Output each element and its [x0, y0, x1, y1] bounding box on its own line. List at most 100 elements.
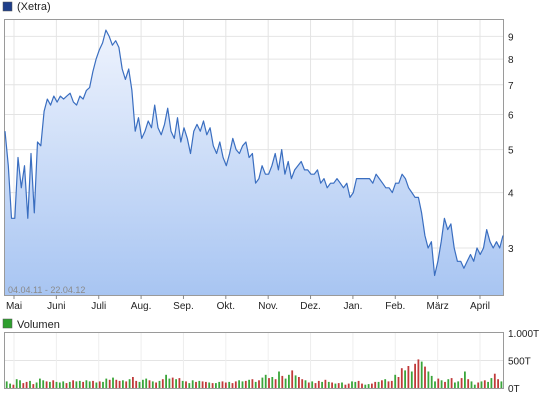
volume-bar: [464, 371, 466, 388]
volume-bar: [420, 361, 423, 388]
volume-bar: [105, 378, 108, 388]
volume-bar: [55, 381, 58, 388]
volume-bar: [102, 381, 104, 388]
volume-bar: [454, 382, 456, 388]
volume-bar: [374, 381, 377, 388]
volume-bar: [444, 381, 446, 388]
volume-bar: [45, 381, 48, 388]
volume-bar: [500, 381, 503, 388]
volume-bar: [467, 379, 470, 388]
volume-bar: [52, 380, 55, 388]
volume-bar: [377, 381, 380, 388]
volume-bar: [430, 375, 433, 388]
volume-bar: [122, 380, 124, 388]
volume-bar: [148, 380, 151, 388]
volume-bar: [251, 379, 254, 388]
volume-bar: [357, 380, 360, 388]
volume-bar: [291, 370, 294, 388]
volume-bar: [434, 381, 436, 388]
volume-bar: [75, 381, 78, 388]
volume-bar: [268, 378, 270, 388]
volume-bar: [98, 381, 101, 388]
volume-bar: [25, 381, 28, 388]
volume-bar: [331, 382, 333, 388]
volume-bar: [483, 380, 486, 388]
volume-bar: [410, 371, 413, 388]
volume-bar: [387, 381, 390, 388]
volume-bar: [437, 378, 440, 388]
price-y-tick-label: 7: [508, 81, 514, 92]
volume-bar: [5, 381, 8, 388]
volume-bar: [155, 382, 157, 388]
volume-bar: [334, 383, 337, 388]
volume-bar: [314, 383, 317, 388]
volume-bar: [112, 377, 114, 388]
volume-bar: [284, 378, 287, 388]
x-tick-label: Aug.: [131, 301, 152, 312]
volume-bar: [185, 381, 187, 388]
x-tick-label: April: [470, 301, 490, 312]
price-y-tick-label: 3: [508, 244, 514, 255]
legend-volume-label: Volumen: [17, 319, 60, 331]
volume-bar: [132, 377, 134, 388]
volume-bar: [414, 363, 416, 388]
volume-bar: [151, 381, 154, 388]
volume-bar: [364, 384, 367, 388]
volume-bar: [208, 382, 211, 388]
volume-bar: [198, 380, 201, 388]
x-tick-label: Okt.: [217, 301, 235, 312]
volume-bar: [354, 381, 357, 388]
volume-bar: [175, 379, 177, 388]
volume-bar: [490, 378, 493, 388]
volume-bar: [241, 381, 244, 388]
volume-bar: [317, 380, 320, 388]
x-tick-label: Juli: [91, 301, 106, 312]
price-y-tick-label: 9: [508, 32, 514, 43]
volume-bar: [201, 381, 204, 388]
volume-bar: [39, 378, 41, 388]
volume-bar: [298, 377, 300, 388]
volume-bar: [238, 380, 240, 388]
volume-bar: [82, 381, 84, 388]
volume-bar: [390, 380, 393, 388]
legend-price-label: (Xetra): [17, 1, 51, 13]
volume-bar: [371, 383, 373, 388]
price-y-tick-label: 8: [508, 55, 514, 66]
price-area-fill: [5, 30, 503, 295]
price-series-line: [4, 29, 504, 277]
volume-bar: [477, 382, 480, 388]
volume-bar: [191, 380, 194, 388]
volume-bar: [142, 379, 144, 389]
volume-bar: [341, 382, 343, 388]
volume-bar: [118, 380, 121, 388]
volume-bar: [205, 381, 207, 388]
date-range-label: 04.04.11 - 22.04.12: [8, 285, 85, 295]
volume-bar: [244, 380, 247, 388]
volume-bar: [447, 379, 450, 388]
price-y-tick-label: 4: [508, 189, 514, 200]
volume-bar: [264, 374, 267, 388]
volume-bar: [361, 383, 363, 388]
volume-bar: [19, 380, 21, 388]
volume-bar: [288, 374, 290, 388]
volume-bar: [32, 384, 35, 388]
volume-bar: [92, 380, 94, 388]
volume-bar: [400, 368, 403, 388]
volume-bar: [450, 378, 453, 388]
volume-bar: [440, 380, 443, 388]
volume-bar: [62, 381, 65, 388]
volume-bar: [493, 373, 496, 388]
volume-y-tick-label: 500T: [508, 357, 531, 368]
volume-bar: [211, 383, 214, 388]
volume-bar: [49, 381, 51, 388]
price-y-tick-label: 5: [508, 146, 514, 157]
volume-bar: [497, 379, 499, 388]
volume-bar: [457, 381, 460, 388]
volume-bar: [487, 381, 489, 388]
volume-bar: [224, 382, 227, 388]
volume-bar: [65, 383, 68, 388]
volume-bar: [473, 384, 476, 388]
volume-bar: [138, 381, 141, 388]
volume-bar: [278, 371, 280, 388]
volume-bar: [344, 384, 347, 388]
